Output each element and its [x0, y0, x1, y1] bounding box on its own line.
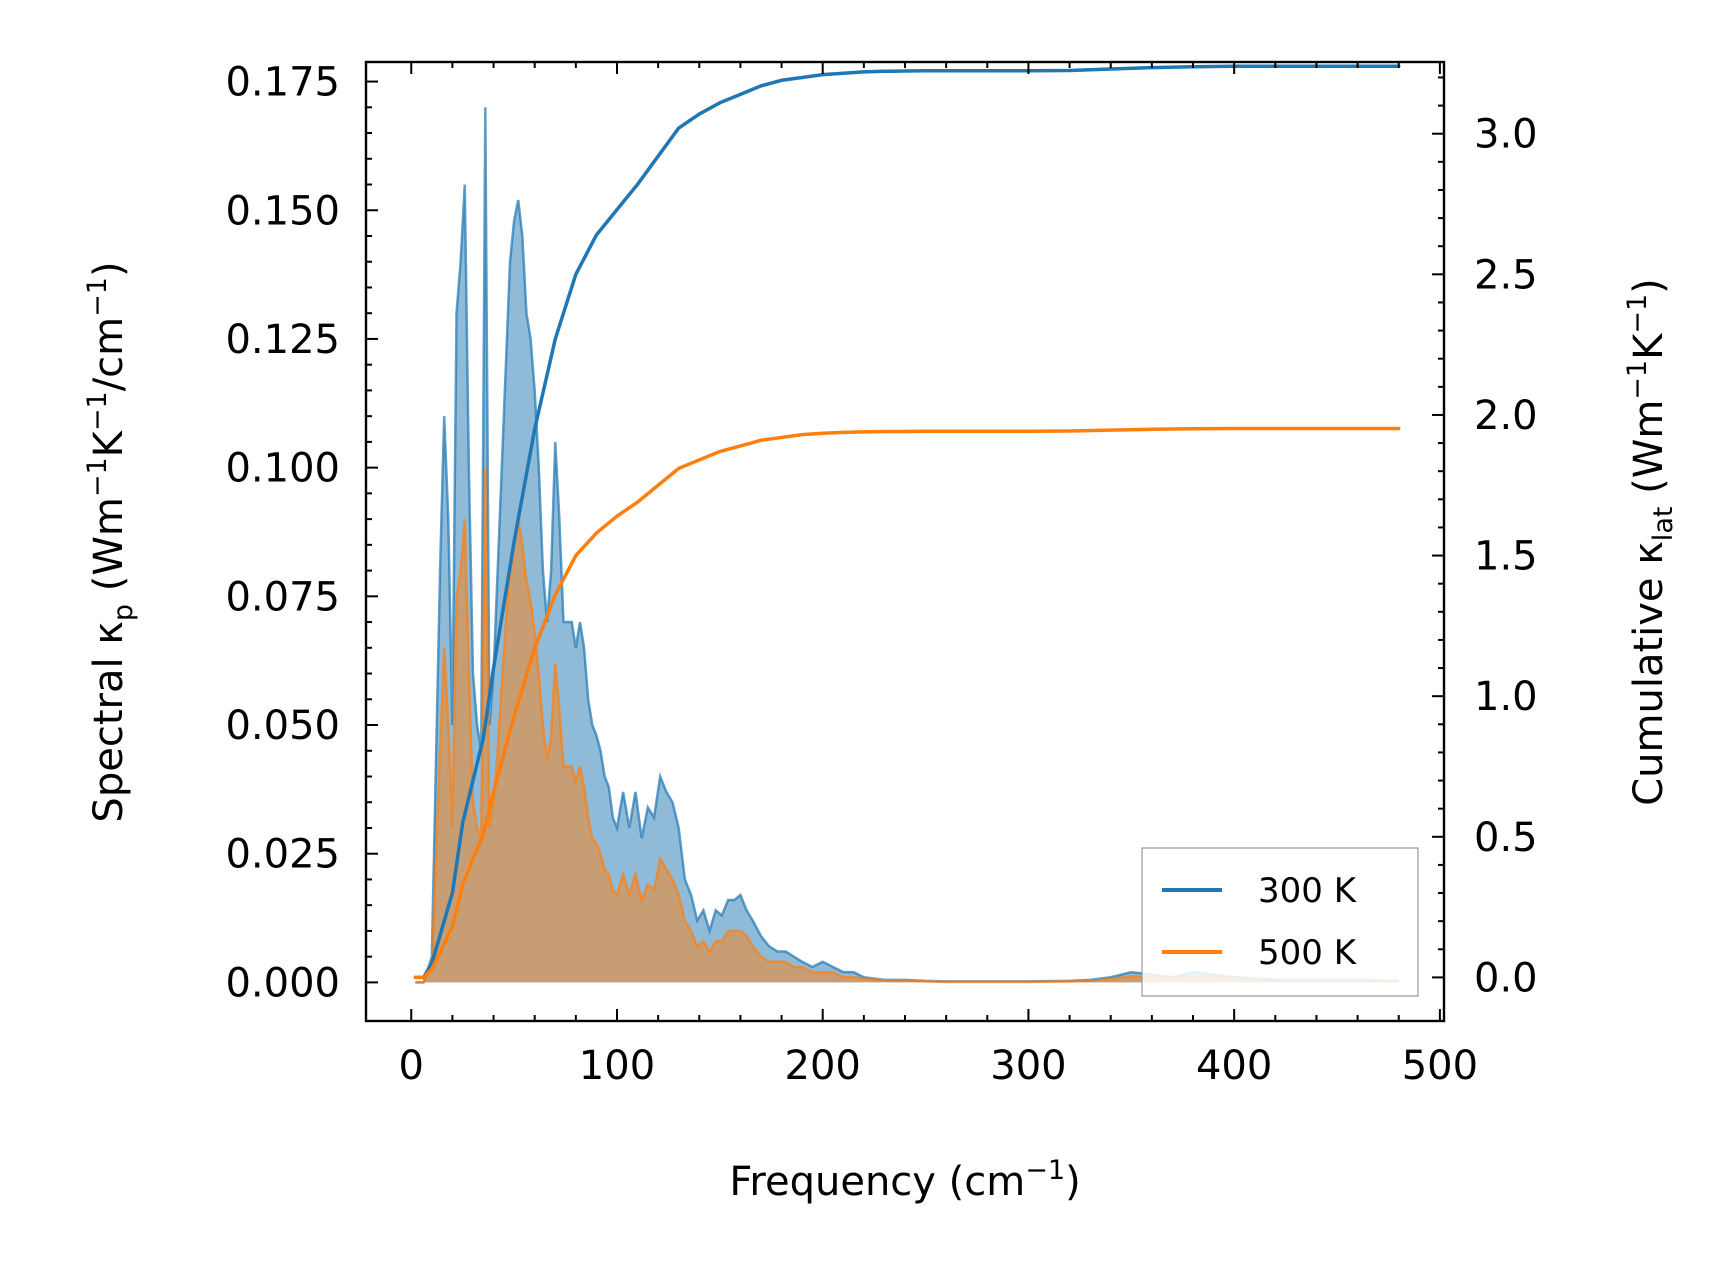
y-axis-left: 0.000 0.025 0.050 0.075 0.100 0.125 0.150 0.175 — [225, 60, 378, 1006]
y-left-tick-label: 0.050 — [225, 703, 340, 749]
x-tick-label: 0 — [399, 1043, 424, 1089]
legend-label-500k: 500 K — [1258, 933, 1358, 973]
y-right-tick-label: 3.0 — [1474, 112, 1538, 158]
x-tick-label: 300 — [990, 1043, 1066, 1089]
y-axis-left-label: Spectral κp (Wm−1K−1/cm−1) — [82, 261, 139, 822]
y-left-tick-label: 0.025 — [225, 832, 340, 878]
y-left-tick-label: 0.000 — [225, 960, 340, 1006]
y-left-tick-label: 0.100 — [225, 446, 340, 492]
y-right-tick-label: 0.5 — [1474, 815, 1538, 861]
y-right-tick-label: 2.0 — [1474, 393, 1538, 439]
plot-area — [413, 64, 1401, 984]
x-tick-label: 400 — [1196, 1043, 1272, 1089]
legend-box — [1141, 847, 1419, 997]
x-tick-label: 500 — [1402, 1043, 1478, 1089]
legend-label-300k: 300 K — [1258, 871, 1358, 911]
y-left-tick-label: 0.175 — [225, 60, 340, 106]
x-tick-label: 100 — [579, 1043, 655, 1089]
y-axis-right: 0.0 0.5 1.0 1.5 2.0 2.5 3.0 — [1432, 76, 1538, 1001]
y-axis-right-label: Cumulative κlat (Wm−1K−1) — [1622, 278, 1679, 806]
legend: 300 K 500 K — [1141, 847, 1419, 997]
y-left-tick-label: 0.075 — [225, 574, 340, 620]
x-tick-label: 200 — [785, 1043, 861, 1089]
y-right-tick-label: 1.0 — [1474, 674, 1538, 720]
y-left-tick-label: 0.150 — [225, 188, 340, 234]
x-axis-label: Frequency (cm−1) — [729, 1155, 1080, 1205]
y-left-tick-label: 0.125 — [225, 317, 340, 363]
spectral-fill-500k — [415, 467, 1399, 983]
cumulative-line-300k — [413, 64, 1401, 980]
y-right-tick-label: 1.5 — [1474, 534, 1538, 580]
x-axis: 0 100 200 300 400 500 — [399, 62, 1478, 1089]
cumulative-line-500k — [413, 426, 1401, 980]
y-right-tick-label: 0.0 — [1474, 955, 1538, 1001]
y-right-tick-label: 2.5 — [1474, 252, 1538, 298]
spectral-line-500k — [415, 467, 1399, 984]
